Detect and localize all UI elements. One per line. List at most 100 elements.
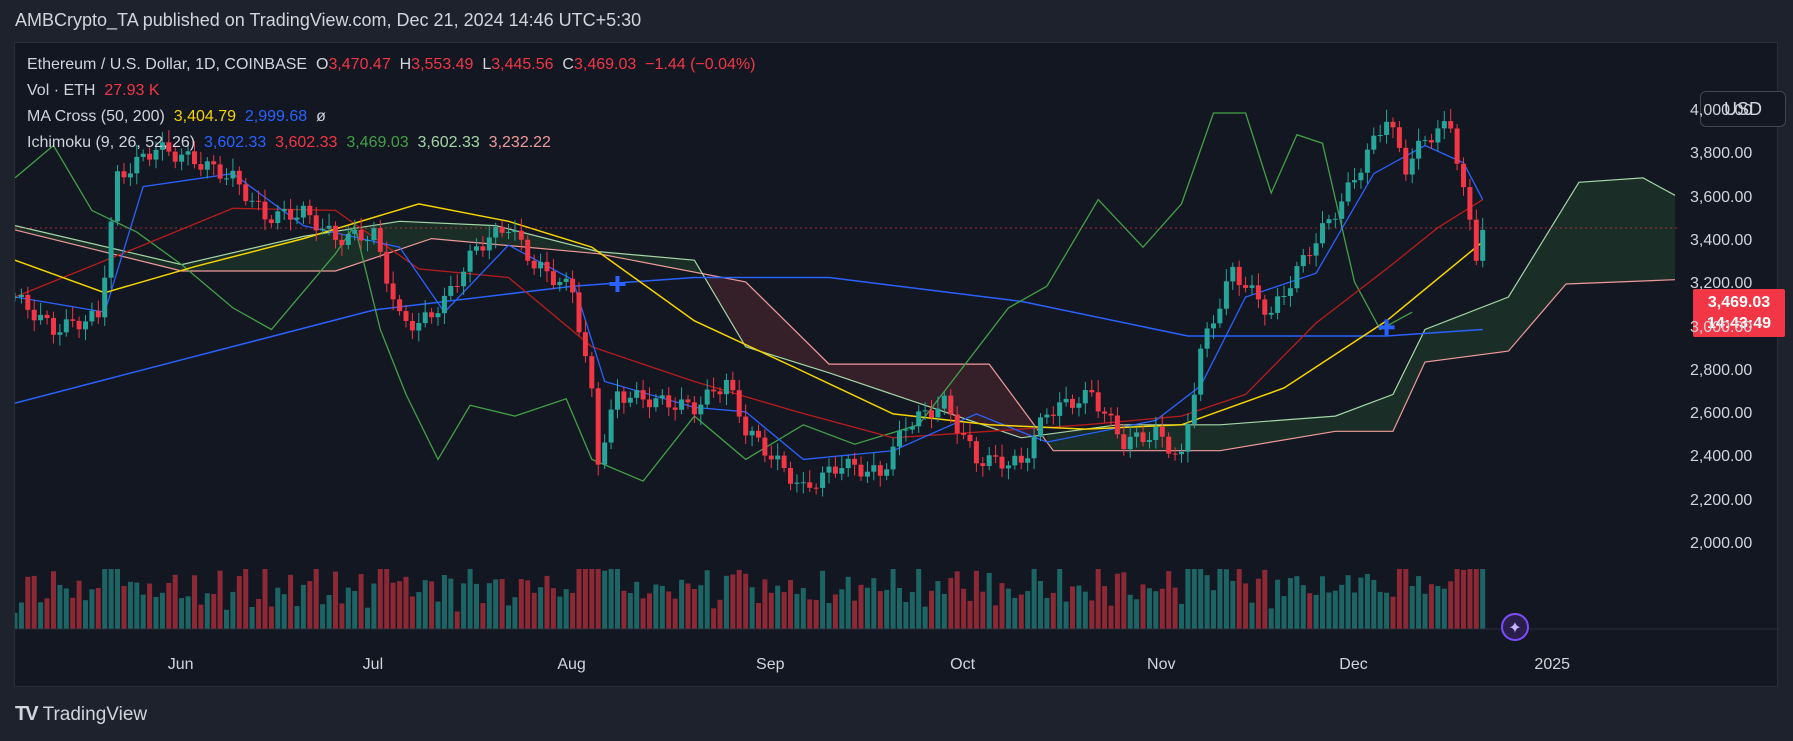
- candle-body: [550, 271, 556, 286]
- volume-bar: [1300, 585, 1306, 629]
- volume-row[interactable]: Vol · ETH 27.93 K: [27, 78, 755, 104]
- candle-body: [339, 239, 345, 246]
- volume-bar: [429, 581, 435, 629]
- candle-body: [249, 200, 255, 202]
- volume-bar: [179, 598, 185, 629]
- candle-body: [1313, 243, 1319, 256]
- chart-panel[interactable]: ✦ USD 3,469.03 14:43:49: [14, 42, 1786, 688]
- candle-body: [1095, 392, 1101, 412]
- candle-body: [832, 466, 838, 474]
- candle-body: [1275, 296, 1281, 313]
- candle-body: [909, 426, 915, 430]
- price-chart[interactable]: ✦: [15, 43, 1779, 688]
- volume-bar: [640, 598, 646, 629]
- volume-value: 27.93 K: [104, 82, 160, 99]
- candle-body: [1012, 455, 1018, 466]
- volume-label[interactable]: Vol · ETH: [27, 82, 96, 99]
- volume-bar: [127, 581, 133, 629]
- candle-body: [576, 292, 582, 333]
- volume-bar: [345, 587, 351, 629]
- volume-bar: [961, 588, 967, 629]
- volume-bar: [480, 603, 486, 629]
- volume-bar: [1454, 569, 1460, 629]
- volume-bar: [717, 599, 723, 629]
- open-label: O: [315, 56, 329, 73]
- volume-bar: [166, 583, 172, 629]
- ma-cross-label[interactable]: MA Cross (50, 200): [27, 108, 165, 125]
- volume-bar: [320, 604, 326, 629]
- candle-body: [300, 205, 306, 218]
- volume-bar: [723, 575, 729, 629]
- candle-body: [127, 173, 133, 178]
- volume-bar: [1416, 576, 1422, 629]
- candle-body: [679, 399, 685, 410]
- volume-bar: [294, 606, 300, 629]
- candle-body: [813, 487, 819, 489]
- symbol-row[interactable]: Ethereum / U.S. Dollar, 1D, COINBASE O 3,…: [27, 52, 755, 78]
- volume-bar: [627, 593, 633, 629]
- low-label: L: [482, 56, 492, 73]
- volume-bar: [1243, 583, 1249, 629]
- candle-body: [83, 321, 88, 330]
- candle-body: [441, 295, 447, 314]
- high-value: 3,553.49: [411, 56, 474, 73]
- candle-body: [807, 482, 813, 488]
- volume-bar: [1005, 588, 1011, 629]
- candle-body: [531, 260, 537, 269]
- volume-bar: [31, 575, 37, 629]
- candle-body: [217, 164, 223, 179]
- volume-bar: [858, 584, 864, 629]
- volume-bar: [403, 576, 409, 629]
- candle-body: [1428, 140, 1434, 143]
- volume-bar: [1390, 596, 1396, 629]
- volume-bar: [333, 571, 338, 629]
- volume-bar: [1268, 608, 1274, 629]
- volume-bar: [999, 583, 1005, 629]
- currency-button[interactable]: USD: [1700, 91, 1786, 127]
- candle-body: [595, 388, 601, 465]
- candle-body: [954, 414, 960, 434]
- volume-bar: [941, 593, 947, 629]
- candle-body: [44, 314, 50, 318]
- candle-body: [903, 429, 909, 431]
- ma-cross-row[interactable]: MA Cross (50, 200) 3,404.79 2,999.68 ø: [27, 104, 755, 130]
- candle-body: [538, 261, 544, 269]
- volume-bar: [839, 589, 845, 629]
- volume-bar: [672, 598, 678, 629]
- candle-body: [1281, 296, 1287, 297]
- candle-body: [1198, 348, 1204, 395]
- ichimoku-row[interactable]: Ichimoku (9, 26, 52, 26) 3,602.33 3,602.…: [27, 130, 755, 156]
- volume-bar: [897, 588, 902, 629]
- tradingview-logo[interactable]: TV TradingView: [15, 703, 147, 726]
- price-axis-tick: 4,000.00: [1690, 102, 1753, 119]
- candle-body: [666, 395, 672, 408]
- volume-bar: [980, 591, 986, 629]
- candle-body: [935, 408, 941, 418]
- candle-body: [723, 379, 729, 395]
- price-axis-tick: 2,400.00: [1690, 448, 1753, 466]
- volume-bar: [1326, 592, 1332, 629]
- candle-body: [211, 161, 217, 165]
- volume-bar: [281, 594, 287, 629]
- low-value: 3,445.56: [491, 56, 554, 73]
- volume-bar: [730, 574, 736, 629]
- volume-bar: [416, 592, 422, 629]
- candle-body: [1307, 255, 1313, 257]
- candle-body: [877, 465, 883, 476]
- tradingview-logo-icon: TV: [15, 703, 39, 725]
- candle-body: [525, 239, 531, 261]
- candle-body: [166, 142, 172, 152]
- volume-bar: [1358, 577, 1364, 629]
- candle-body: [1268, 312, 1274, 315]
- volume-bar: [973, 570, 979, 629]
- candle-body: [1345, 182, 1351, 202]
- candle-body: [57, 332, 63, 335]
- volume-bar: [602, 570, 608, 629]
- ichimoku-label[interactable]: Ichimoku (9, 26, 52, 26): [27, 134, 196, 151]
- candle-body: [1063, 398, 1069, 403]
- ma-fast-value: 3,404.79: [173, 108, 236, 125]
- candle-body: [192, 151, 197, 165]
- symbol-name[interactable]: Ethereum / U.S. Dollar, 1D, COINBASE: [27, 56, 308, 73]
- volume-bar: [826, 603, 832, 629]
- candle-body: [1146, 440, 1152, 442]
